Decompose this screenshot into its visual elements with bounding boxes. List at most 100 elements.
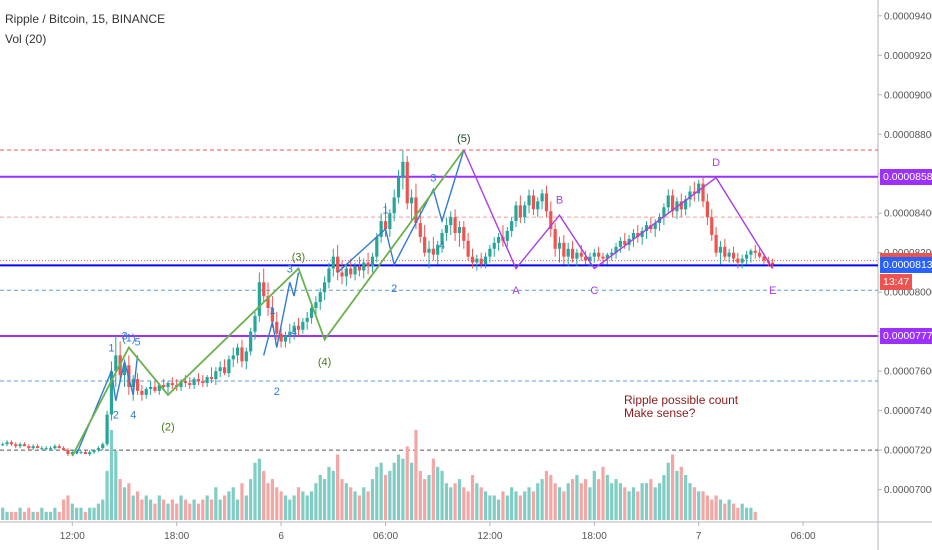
volume-bar bbox=[440, 470, 444, 520]
wave-label: 4 bbox=[130, 410, 136, 422]
volume-bar bbox=[201, 499, 205, 520]
volume-bar bbox=[222, 495, 227, 520]
volume-bar bbox=[349, 487, 353, 520]
candle-body bbox=[758, 252, 762, 257]
candle-body bbox=[636, 232, 640, 237]
volume-bar bbox=[640, 483, 644, 520]
candle-body bbox=[183, 381, 187, 384]
candle-body bbox=[222, 367, 227, 374]
volume-bar bbox=[588, 487, 592, 520]
wave-label: 4 bbox=[439, 240, 445, 252]
volume-bar bbox=[518, 495, 522, 520]
candle-body bbox=[83, 452, 87, 455]
volume-bar bbox=[14, 511, 18, 520]
candle-body bbox=[749, 250, 753, 255]
candle-body bbox=[88, 452, 92, 455]
candle-body bbox=[336, 256, 340, 273]
volume-bar bbox=[723, 503, 727, 520]
candle-body bbox=[96, 448, 100, 451]
volume-bar bbox=[344, 483, 348, 520]
volume-bar bbox=[466, 491, 470, 520]
wave-label: 3 bbox=[430, 173, 436, 185]
volume-bar bbox=[579, 483, 583, 520]
candle-body bbox=[188, 383, 192, 385]
candle-body bbox=[375, 236, 379, 257]
volume-bar bbox=[270, 479, 274, 520]
volume-bar bbox=[114, 450, 118, 520]
candle-body bbox=[379, 221, 383, 237]
candle-body bbox=[714, 234, 718, 253]
candle-body bbox=[601, 256, 605, 259]
candle-body bbox=[5, 442, 9, 445]
volume-bar bbox=[410, 462, 414, 520]
candle-body bbox=[236, 347, 240, 356]
candle-body bbox=[48, 448, 53, 450]
candle-body bbox=[514, 205, 518, 222]
volume-bar bbox=[657, 483, 662, 520]
volume-bar bbox=[353, 491, 357, 520]
candle-body bbox=[662, 207, 666, 218]
volume-bar bbox=[718, 499, 723, 520]
candle-body bbox=[562, 242, 566, 257]
wave-label: E bbox=[769, 285, 776, 297]
wave-label: 3 bbox=[121, 331, 127, 343]
volume-bar bbox=[457, 479, 462, 520]
volume-bar bbox=[501, 491, 505, 520]
volume-bar bbox=[688, 483, 692, 520]
candle-body bbox=[370, 256, 375, 267]
candle-body bbox=[292, 325, 296, 332]
candle-body bbox=[623, 240, 627, 245]
volume-bar bbox=[566, 483, 570, 520]
candle-body bbox=[296, 325, 301, 330]
candle-body bbox=[66, 450, 70, 455]
candle-body bbox=[688, 191, 692, 200]
volume-bar bbox=[79, 507, 83, 520]
volume-bar bbox=[66, 495, 70, 520]
candle-body bbox=[170, 383, 174, 385]
candle-body bbox=[771, 262, 775, 265]
wave-label: (5) bbox=[457, 133, 470, 145]
candle-body bbox=[579, 252, 583, 257]
price-tag-level-blue: 0.00008136 bbox=[880, 257, 932, 274]
candle-body bbox=[9, 442, 13, 445]
volume-bar bbox=[227, 491, 231, 520]
candle-body bbox=[392, 197, 396, 214]
wave-label: 1 bbox=[108, 342, 114, 354]
candle-body bbox=[101, 444, 105, 449]
wave-label: 2 bbox=[391, 283, 397, 295]
candle-body bbox=[488, 248, 492, 257]
volume-bar bbox=[92, 507, 96, 520]
candle-body bbox=[483, 256, 488, 265]
candle-body bbox=[553, 229, 557, 249]
volume-bar bbox=[144, 495, 148, 520]
volume-bar bbox=[231, 487, 235, 520]
volume-bar bbox=[357, 495, 361, 520]
candle-body bbox=[388, 213, 392, 230]
volume-bar bbox=[597, 479, 601, 520]
candle-body bbox=[340, 272, 344, 277]
candle-body bbox=[396, 177, 401, 198]
candle-body bbox=[527, 195, 531, 206]
volume-bar bbox=[575, 475, 579, 520]
candle-body bbox=[575, 252, 579, 259]
volume-bar bbox=[605, 475, 609, 520]
volume-bar bbox=[714, 495, 718, 520]
candle-body bbox=[244, 351, 248, 362]
volume-bar bbox=[414, 430, 418, 520]
y-tick-label: 0.00008000 bbox=[884, 288, 932, 299]
volume-bar bbox=[627, 491, 631, 520]
wave-line-blue bbox=[75, 355, 139, 455]
volume-bar bbox=[710, 499, 714, 520]
volume-bar bbox=[331, 470, 335, 520]
candle-body bbox=[640, 230, 644, 237]
volume-bar bbox=[549, 475, 553, 520]
candle-body bbox=[492, 242, 496, 249]
candle-body bbox=[418, 223, 422, 237]
wave-label: D bbox=[712, 157, 720, 169]
candle-body bbox=[266, 296, 270, 308]
candle-body bbox=[362, 262, 366, 271]
volume-bar bbox=[488, 495, 492, 520]
volume-bar bbox=[340, 479, 344, 520]
